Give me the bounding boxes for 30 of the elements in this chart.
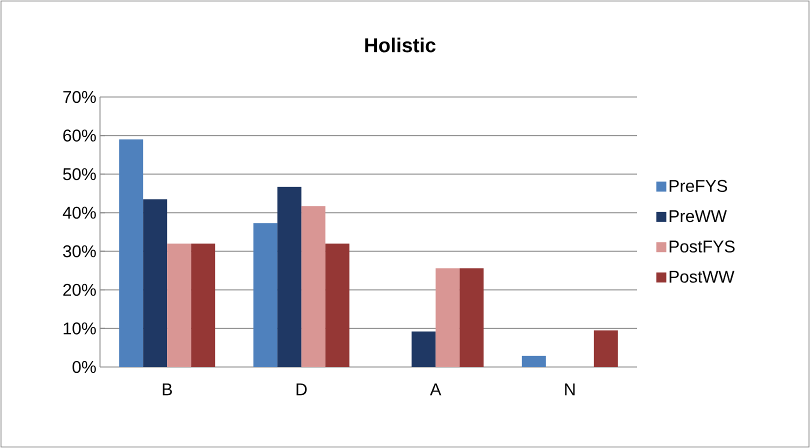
legend-label: PreWW [670,210,727,222]
bar [436,268,460,367]
bar [143,199,168,367]
bar [594,330,618,367]
y-tick-label: 20% [63,284,96,296]
bar [325,244,350,367]
bar [277,186,302,367]
bar [253,223,278,367]
chart-title: Holistic [365,38,436,52]
bar [301,206,326,367]
bar [119,139,144,367]
y-tick-label: 60% [63,130,96,142]
bar [460,268,484,367]
y-tick-label: 50% [63,168,96,180]
x-tick-label: N [565,384,575,396]
x-tick-label: B [162,384,172,396]
x-tick-label: A [430,384,442,396]
bar [412,332,436,367]
y-tick-label: 30% [63,245,96,258]
y-tick-label: 0% [72,360,96,374]
y-tick-label: 70% [63,90,96,104]
y-tick-label: 10% [64,322,96,334]
bar [522,356,546,367]
legend-label: PostFYS [670,240,735,253]
x-tick-label: D [296,384,307,396]
legend-label: PreFYS [670,180,728,192]
bar [191,244,216,367]
bar [167,244,192,367]
legend-label: PostWW [670,270,734,283]
y-tick-label: 40% [62,206,96,219]
